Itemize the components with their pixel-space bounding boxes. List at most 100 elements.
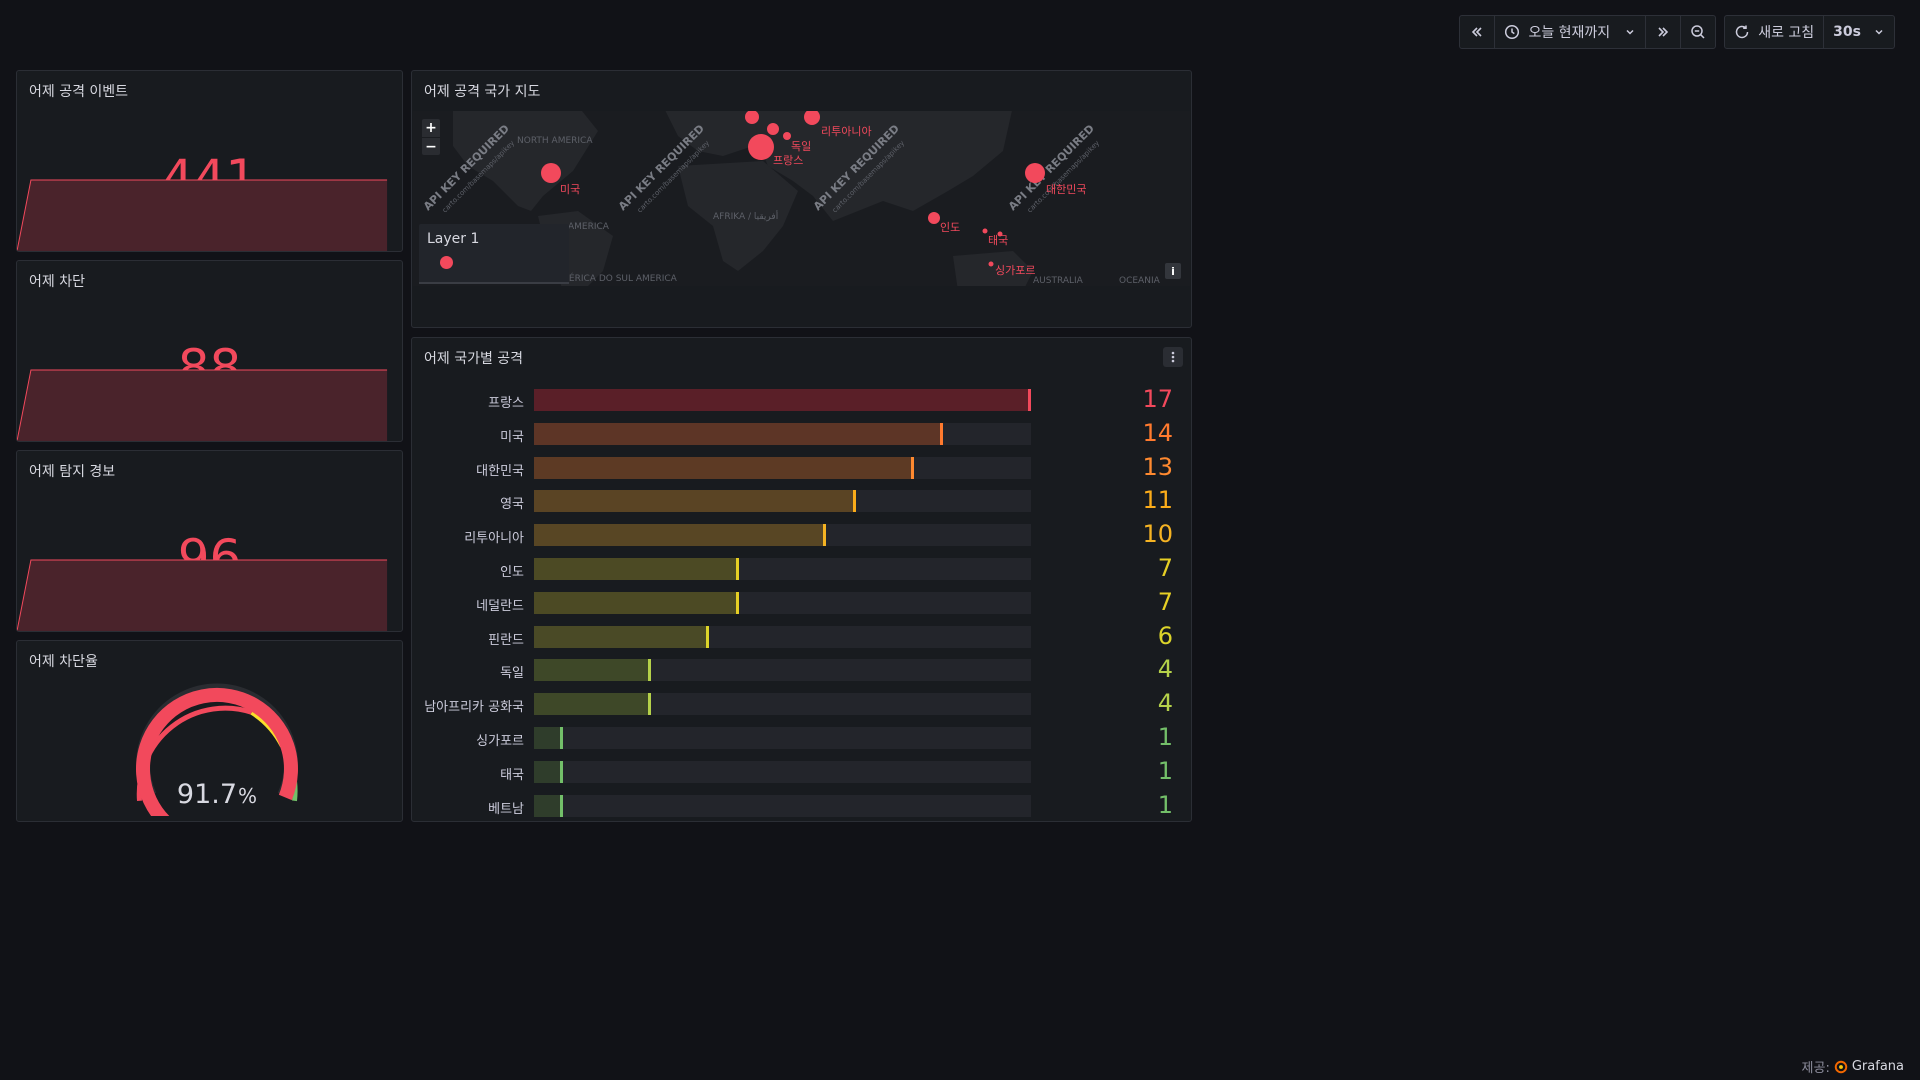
layer-color-swatch bbox=[440, 256, 453, 269]
zoom-out-button[interactable]: − bbox=[422, 137, 440, 155]
refresh-label: 새로 고침 bbox=[1758, 25, 1815, 41]
panel-title: 어제 차단 bbox=[29, 274, 85, 290]
bar-cap bbox=[911, 456, 914, 479]
bar-value: 17 bbox=[1142, 385, 1173, 413]
map-legend: Layer 1 bbox=[419, 224, 569, 284]
bar-value: 7 bbox=[1157, 587, 1173, 616]
refresh-button[interactable]: 새로 고침 bbox=[1725, 16, 1823, 48]
bar-row: 프랑스 17 bbox=[412, 383, 1191, 417]
stat-panel-detection-alerts[interactable]: 어제 탐지 경보 96 bbox=[16, 450, 403, 632]
bar-track bbox=[534, 760, 1031, 783]
bar-fill bbox=[534, 422, 943, 445]
bar-row: 미국 14 bbox=[412, 417, 1191, 451]
map-point-netherlands[interactable] bbox=[767, 123, 779, 135]
map-info-button[interactable]: i bbox=[1165, 263, 1181, 279]
clock-icon bbox=[1505, 24, 1520, 40]
bar-row: 대한민국 13 bbox=[412, 451, 1191, 485]
refresh-group: 새로 고침 30s bbox=[1724, 15, 1895, 49]
bar-fill bbox=[534, 625, 709, 648]
map-point-france[interactable] bbox=[748, 134, 774, 160]
map-point-usa[interactable] bbox=[541, 163, 561, 183]
bar-cap bbox=[940, 422, 943, 445]
bar-gauge-panel-countries[interactable]: 어제 국가별 공격 프랑스 17 미국 14 대한민국 13 영국 11 리투아니아 10 인도 7 네… bbox=[411, 337, 1192, 822]
bar-track bbox=[534, 524, 1031, 547]
bar-cap bbox=[1028, 389, 1031, 411]
svg-text:프랑스: 프랑스 bbox=[773, 154, 803, 167]
bar-fill bbox=[534, 659, 651, 682]
bar-cap bbox=[560, 794, 563, 817]
refresh-icon bbox=[1735, 25, 1749, 39]
map-point-lithuania[interactable] bbox=[804, 111, 820, 125]
world-map[interactable]: NORTH AMERICA AMERICA AMÉRICA DO SUL AME… bbox=[413, 111, 1190, 286]
time-range-label: 오늘 현재까지 bbox=[1528, 25, 1611, 41]
svg-text:태국: 태국 bbox=[988, 234, 1008, 247]
bar-row: 리투아니아 10 bbox=[412, 518, 1191, 552]
gauge-panel-block-rate[interactable]: 어제 차단율 91.7% bbox=[16, 640, 403, 822]
bar-fill bbox=[534, 490, 856, 513]
sparkline bbox=[17, 369, 402, 441]
map-point-uk[interactable] bbox=[745, 111, 759, 124]
time-shift-forward-button[interactable] bbox=[1645, 16, 1680, 48]
bar-row: 네덜란드 7 bbox=[412, 586, 1191, 620]
bar-track bbox=[534, 422, 1031, 445]
bar-value: 1 bbox=[1157, 723, 1173, 751]
refresh-interval-label: 30s bbox=[1833, 24, 1861, 40]
bar-fill bbox=[534, 693, 651, 716]
bar-value: 13 bbox=[1142, 452, 1173, 481]
bar-value: 4 bbox=[1157, 689, 1173, 718]
refresh-interval-picker[interactable]: 30s bbox=[1823, 16, 1894, 48]
panel-menu-button[interactable] bbox=[1163, 347, 1183, 367]
bar-cap bbox=[853, 490, 856, 513]
chevron-down-icon bbox=[1875, 29, 1883, 35]
bar-fill bbox=[534, 389, 1031, 411]
map-point-singapore[interactable] bbox=[988, 261, 994, 267]
map-point-germany[interactable] bbox=[783, 132, 791, 140]
svg-text:NORTH AMERICA: NORTH AMERICA bbox=[517, 136, 593, 146]
bar-cap bbox=[736, 591, 739, 614]
svg-text:AMÉRICA DO SUL AMERICA: AMÉRICA DO SUL AMERICA bbox=[555, 272, 678, 284]
bar-label: 독일 bbox=[500, 666, 524, 682]
bar-row: 인도 7 bbox=[412, 552, 1191, 586]
bar-track bbox=[534, 389, 1031, 411]
bar-fill bbox=[534, 524, 826, 547]
zoom-in-button[interactable]: + bbox=[425, 120, 437, 136]
bar-label: 베트남 bbox=[488, 801, 524, 817]
gauge-value-arc bbox=[136, 688, 298, 821]
zoom-out-time-button[interactable] bbox=[1680, 16, 1715, 48]
bar-value: 7 bbox=[1157, 554, 1173, 582]
svg-text:인도: 인도 bbox=[940, 221, 960, 234]
bar-label: 네덜란드 bbox=[476, 598, 524, 614]
sparkline bbox=[17, 559, 402, 631]
bar-label: 리투아니아 bbox=[464, 531, 524, 547]
map-panel-attack-countries[interactable]: 어제 공격 국가 지도 NORTH AMERICA AMERICA AMÉRIC… bbox=[411, 70, 1192, 328]
bar-track bbox=[534, 659, 1031, 682]
block-rate-gauge: 91.7% bbox=[117, 681, 317, 821]
svg-text:싱가포르: 싱가포르 bbox=[995, 264, 1035, 277]
layer-name: Layer 1 bbox=[427, 231, 480, 247]
double-chevron-left-icon bbox=[1472, 27, 1483, 37]
map-point-vietnam[interactable] bbox=[997, 231, 1003, 237]
stat-panel-attack-events[interactable]: 어제 공격 이벤트 441 bbox=[16, 70, 403, 252]
footer-brand[interactable]: Grafana bbox=[1851, 1059, 1904, 1074]
svg-text:리투아니아: 리투아니아 bbox=[821, 125, 872, 138]
panel-title: 어제 차단율 bbox=[29, 654, 98, 670]
svg-text:AMERICA: AMERICA bbox=[568, 222, 610, 232]
time-range-group: 오늘 현재까지 bbox=[1459, 15, 1717, 49]
map-point-korea[interactable] bbox=[1025, 163, 1045, 183]
footer: 제공: Grafana bbox=[1802, 1057, 1904, 1076]
bar-label: 영국 bbox=[500, 497, 524, 513]
time-shift-back-button[interactable] bbox=[1460, 16, 1494, 48]
svg-text:대한민국: 대한민국 bbox=[1046, 183, 1086, 196]
bar-label: 태국 bbox=[500, 767, 524, 783]
time-range-picker[interactable]: 오늘 현재까지 bbox=[1494, 16, 1645, 48]
map-point-thailand[interactable] bbox=[982, 228, 988, 234]
bar-value: 1 bbox=[1157, 790, 1173, 819]
svg-text:독일: 독일 bbox=[791, 139, 811, 153]
map-point-india[interactable] bbox=[928, 212, 940, 224]
stat-panel-blocked[interactable]: 어제 차단 88 bbox=[16, 260, 403, 442]
bar-row: 태국 1 bbox=[412, 755, 1191, 789]
bar-row: 핀란드 6 bbox=[412, 620, 1191, 654]
bar-cap bbox=[648, 693, 651, 716]
more-vertical-icon bbox=[1171, 351, 1175, 363]
bar-label: 대한민국 bbox=[476, 463, 524, 479]
